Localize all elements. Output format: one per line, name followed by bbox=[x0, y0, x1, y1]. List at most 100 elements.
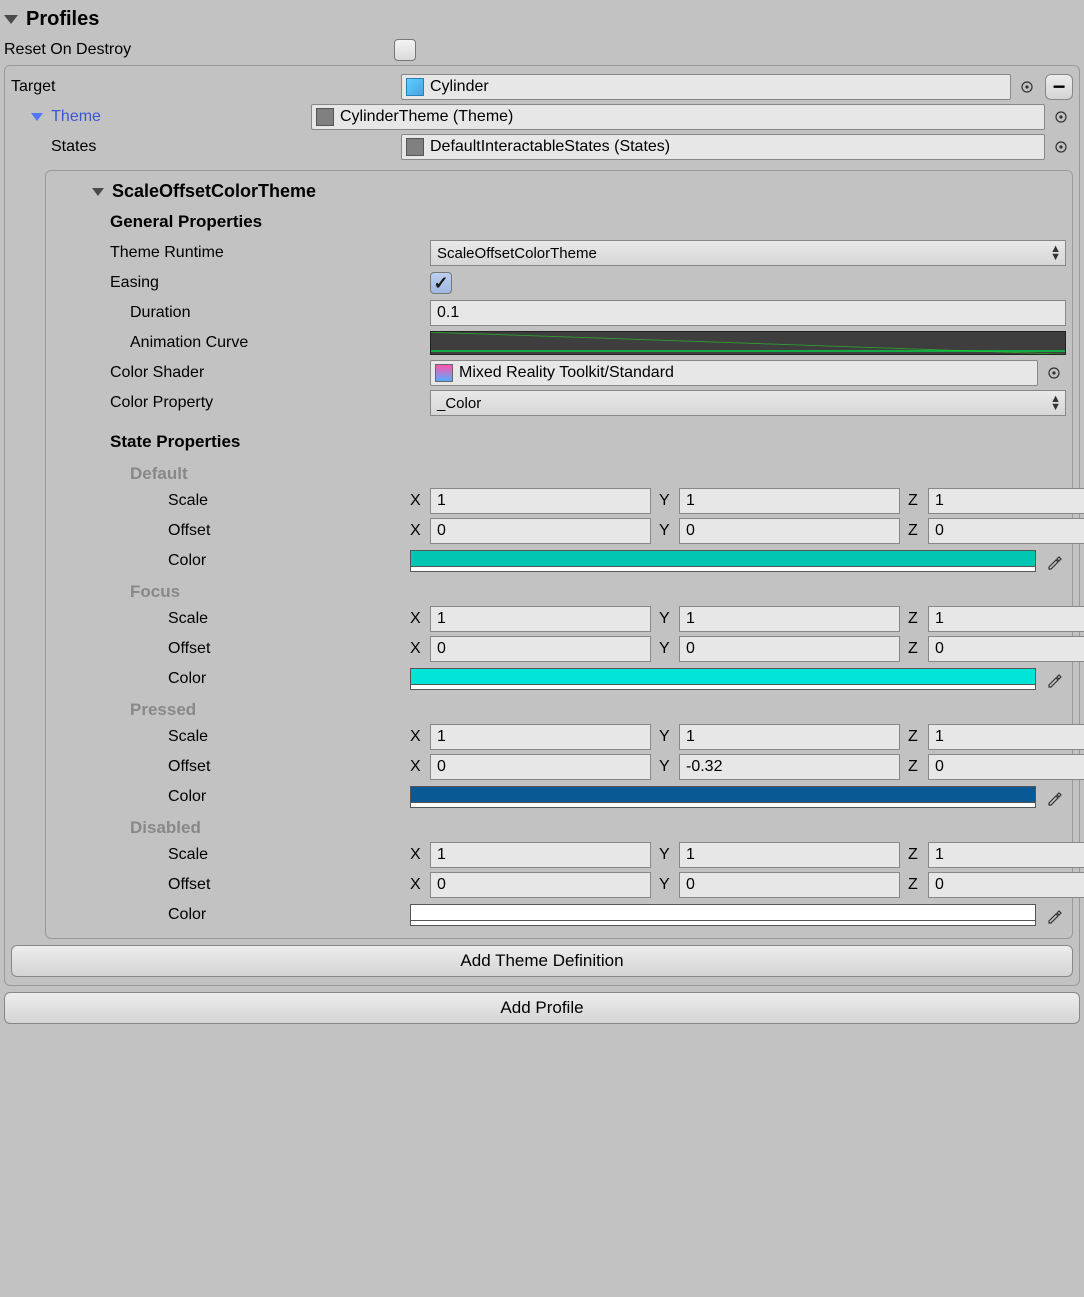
duration-input[interactable] bbox=[430, 300, 1066, 326]
color-property-dropdown[interactable]: _Color ▲▼ bbox=[430, 390, 1066, 416]
foldout-icon bbox=[4, 15, 18, 24]
eyedropper-button[interactable] bbox=[1044, 668, 1066, 690]
axis-y-label: Y bbox=[659, 758, 673, 776]
axis-y-label: Y bbox=[659, 846, 673, 864]
states-object-field[interactable]: DefaultInteractableStates (States) bbox=[401, 134, 1045, 160]
eyedropper-button[interactable] bbox=[1044, 550, 1066, 572]
color-shader-field[interactable]: Mixed Reality Toolkit/Standard bbox=[430, 360, 1038, 386]
offset-x-input[interactable] bbox=[430, 636, 651, 662]
states-label: States bbox=[11, 138, 401, 156]
profiles-title: Profiles bbox=[26, 8, 99, 31]
remove-profile-button[interactable]: − bbox=[1045, 74, 1073, 100]
scale-x-input[interactable] bbox=[430, 724, 651, 750]
gameobject-icon bbox=[406, 78, 424, 96]
axis-z-label: Z bbox=[908, 876, 922, 894]
scale-z-input[interactable] bbox=[928, 842, 1084, 868]
eyedropper-button[interactable] bbox=[1044, 904, 1066, 926]
scale-y-input[interactable] bbox=[679, 724, 900, 750]
color-swatch[interactable] bbox=[410, 786, 1036, 808]
axis-z-label: Z bbox=[908, 728, 922, 746]
color-row: Color bbox=[110, 900, 1066, 930]
theme-value: CylinderTheme (Theme) bbox=[340, 108, 513, 126]
axis-x-label: X bbox=[410, 876, 424, 894]
target-object-field[interactable]: Cylinder bbox=[401, 74, 1011, 100]
offset-y-input[interactable] bbox=[679, 754, 900, 780]
easing-label: Easing bbox=[110, 274, 430, 292]
offset-z-input[interactable] bbox=[928, 636, 1084, 662]
offset-label: Offset bbox=[110, 522, 410, 540]
color-row: Color bbox=[110, 546, 1066, 576]
color-swatch[interactable] bbox=[410, 668, 1036, 690]
axis-y-label: Y bbox=[659, 640, 673, 658]
color-shader-row: Color Shader Mixed Reality Toolkit/Stand… bbox=[110, 358, 1066, 388]
color-swatch[interactable] bbox=[410, 550, 1036, 572]
scale-x-input[interactable] bbox=[430, 842, 651, 868]
scale-z-input[interactable] bbox=[928, 606, 1084, 632]
axis-x-label: X bbox=[410, 846, 424, 864]
scale-z-input[interactable] bbox=[928, 488, 1084, 514]
profiles-header[interactable]: Profiles bbox=[4, 4, 1080, 35]
offset-row: Offset X Y Z bbox=[110, 870, 1066, 900]
offset-x-input[interactable] bbox=[430, 872, 651, 898]
offset-y-input[interactable] bbox=[679, 872, 900, 898]
profile-panel: Target Cylinder − Theme CylinderTheme (T… bbox=[4, 65, 1080, 986]
axis-y-label: Y bbox=[659, 876, 673, 894]
scale-label: Scale bbox=[110, 610, 410, 628]
offset-label: Offset bbox=[110, 758, 410, 776]
theme-label[interactable]: Theme bbox=[11, 108, 311, 126]
axis-y-label: Y bbox=[659, 610, 673, 628]
foldout-icon bbox=[31, 113, 43, 121]
add-profile-button[interactable]: Add Profile bbox=[4, 992, 1080, 1024]
offset-x-input[interactable] bbox=[430, 518, 651, 544]
scale-row: Scale X Y Z bbox=[110, 486, 1066, 516]
offset-y-input[interactable] bbox=[679, 636, 900, 662]
state-block: Focus Scale X Y Z Offset X Y Z Color bbox=[110, 576, 1066, 694]
offset-y-input[interactable] bbox=[679, 518, 900, 544]
scale-row: Scale X Y Z bbox=[110, 840, 1066, 870]
state-name-header: Pressed bbox=[110, 694, 1066, 722]
axis-x-label: X bbox=[410, 522, 424, 540]
scale-z-input[interactable] bbox=[928, 724, 1084, 750]
color-shader-label: Color Shader bbox=[110, 364, 430, 382]
anim-curve-label: Animation Curve bbox=[110, 334, 430, 352]
color-swatch[interactable] bbox=[410, 904, 1036, 926]
add-theme-def-button[interactable]: Add Theme Definition bbox=[11, 945, 1073, 977]
color-row: Color bbox=[110, 782, 1066, 812]
axis-y-label: Y bbox=[659, 492, 673, 510]
scale-x-input[interactable] bbox=[430, 606, 651, 632]
color-label: Color bbox=[110, 552, 410, 570]
dropdown-arrows-icon: ▲▼ bbox=[1050, 245, 1059, 261]
scale-y-input[interactable] bbox=[679, 606, 900, 632]
scale-x-input[interactable] bbox=[430, 488, 651, 514]
reset-on-destroy-checkbox[interactable] bbox=[394, 39, 416, 61]
easing-row: Easing bbox=[110, 268, 1066, 298]
scale-label: Scale bbox=[110, 728, 410, 746]
offset-z-input[interactable] bbox=[928, 518, 1084, 544]
scale-y-input[interactable] bbox=[679, 842, 900, 868]
easing-checkbox[interactable] bbox=[430, 272, 452, 294]
states-picker-button[interactable] bbox=[1049, 135, 1073, 159]
theme-runtime-dropdown[interactable]: ScaleOffsetColorTheme ▲▼ bbox=[430, 240, 1066, 266]
offset-x-input[interactable] bbox=[430, 754, 651, 780]
target-label: Target bbox=[11, 78, 401, 96]
axis-x-label: X bbox=[410, 728, 424, 746]
axis-y-label: Y bbox=[659, 522, 673, 540]
target-picker-button[interactable] bbox=[1015, 75, 1039, 99]
scale-y-input[interactable] bbox=[679, 488, 900, 514]
theme-picker-button[interactable] bbox=[1049, 105, 1073, 129]
offset-z-input[interactable] bbox=[928, 872, 1084, 898]
theme-def-header[interactable]: ScaleOffsetColorTheme bbox=[92, 177, 1066, 206]
color-row: Color bbox=[110, 664, 1066, 694]
axis-z-label: Z bbox=[908, 758, 922, 776]
state-name-header: Focus bbox=[110, 576, 1066, 604]
offset-row: Offset X Y Z bbox=[110, 752, 1066, 782]
reset-on-destroy-row: Reset On Destroy bbox=[4, 35, 1080, 65]
eyedropper-button[interactable] bbox=[1044, 786, 1066, 808]
theme-object-field[interactable]: CylinderTheme (Theme) bbox=[311, 104, 1045, 130]
axis-x-label: X bbox=[410, 492, 424, 510]
anim-curve-field[interactable] bbox=[430, 331, 1066, 355]
offset-z-input[interactable] bbox=[928, 754, 1084, 780]
shader-icon bbox=[435, 364, 453, 382]
scale-row: Scale X Y Z bbox=[110, 604, 1066, 634]
shader-picker-button[interactable] bbox=[1042, 361, 1066, 385]
